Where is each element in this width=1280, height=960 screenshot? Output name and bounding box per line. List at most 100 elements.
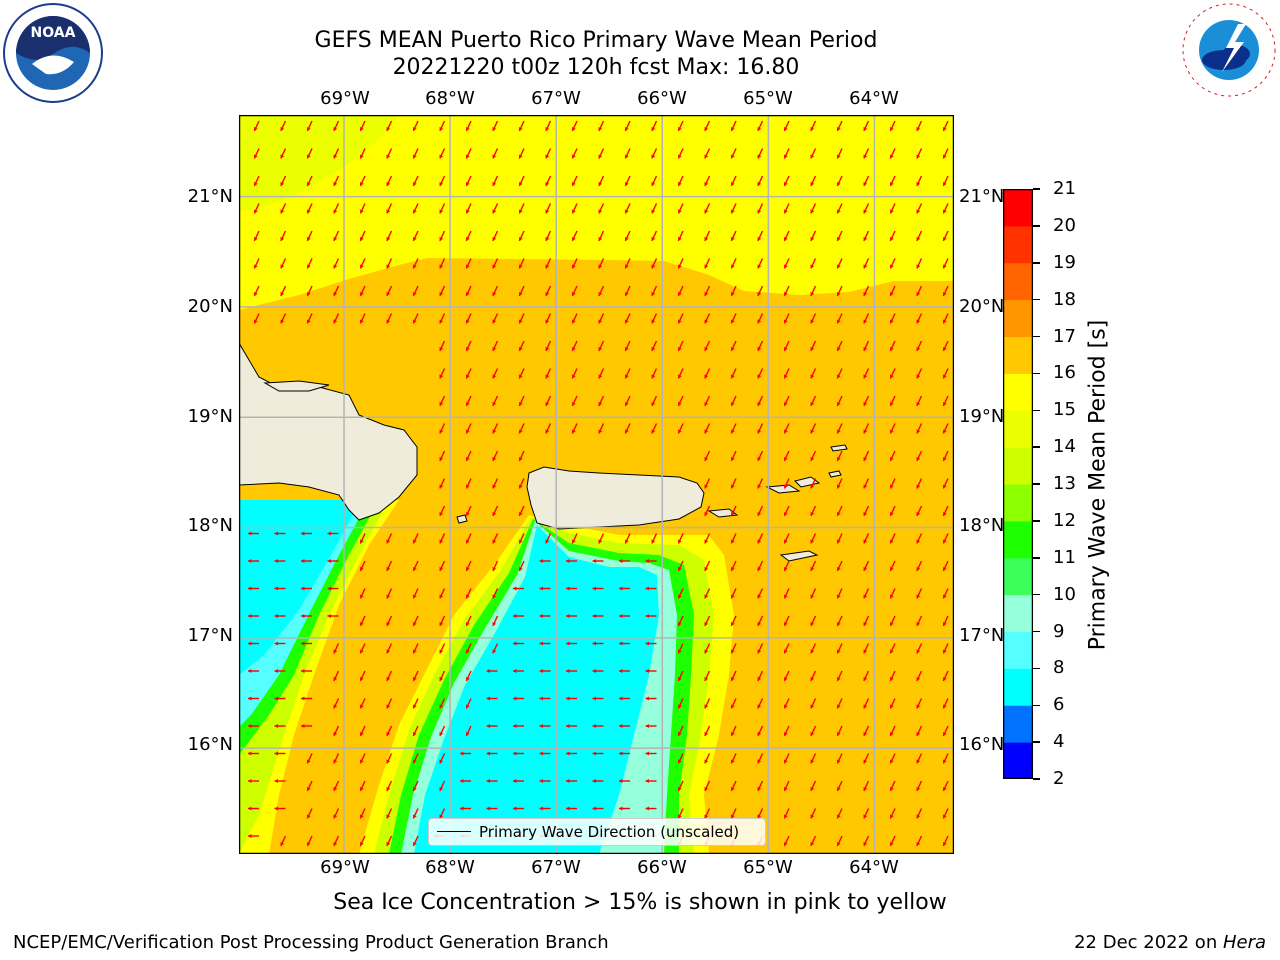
colorbar-segment	[1003, 484, 1033, 522]
wave-arrow	[810, 615, 817, 627]
wave-arrow	[757, 780, 764, 792]
wave-arrow	[677, 148, 684, 159]
wave-arrow	[677, 753, 684, 764]
wave-arrow	[624, 313, 631, 324]
wave-arrow	[518, 423, 525, 434]
wave-arrow	[863, 808, 870, 819]
lat-label-left: 17°N	[187, 625, 233, 646]
wave-arrow	[645, 751, 657, 756]
wave-arrow	[333, 258, 340, 269]
wave-arrow	[704, 230, 711, 242]
wave-arrow	[619, 806, 630, 811]
colorbar-tick-mark	[1033, 667, 1040, 670]
wave-arrow	[863, 478, 870, 489]
wave-arrow	[757, 175, 764, 187]
wave-arrow	[492, 120, 499, 132]
wave-arrow	[439, 340, 446, 352]
wave-arrow	[545, 148, 552, 159]
wave-arrow	[810, 285, 817, 297]
wave-arrow	[439, 423, 446, 434]
wave-arrow	[439, 285, 446, 297]
wave-arrow	[248, 833, 259, 839]
wave-arrow	[274, 586, 286, 591]
wave-arrow	[757, 670, 764, 682]
wave-arrow	[651, 120, 658, 132]
lon-label-bottom: 64°W	[849, 857, 899, 878]
wave-arrow	[810, 808, 817, 819]
legend-line-swatch	[437, 831, 471, 832]
lon-label-top: 65°W	[743, 88, 793, 109]
wave-arrow	[492, 423, 499, 434]
wave-arrow	[571, 285, 578, 297]
wave-arrow	[492, 175, 499, 187]
wave-arrow	[889, 808, 896, 819]
wave-arrow	[757, 285, 764, 297]
wave-arrow	[836, 478, 843, 489]
colorbar-tick-label: 9	[1053, 620, 1065, 642]
wave-arrow	[465, 698, 472, 709]
wave-arrow	[624, 423, 631, 434]
wave-arrow	[942, 230, 949, 242]
colorbar-tick-label: 8	[1053, 657, 1065, 679]
wave-arrow	[677, 615, 684, 627]
wave-arrow	[386, 588, 393, 599]
wave-arrow	[306, 313, 313, 324]
wave-arrow	[518, 175, 525, 187]
wave-arrow	[704, 698, 711, 709]
lat-label-left: 19°N	[187, 406, 233, 427]
wave-arrow	[624, 148, 631, 159]
wave-arrow	[916, 670, 923, 682]
wave-arrow	[730, 643, 737, 654]
footer-date-text: 22 Dec 2022 on	[1074, 932, 1223, 953]
lat-label-left: 21°N	[187, 186, 233, 207]
wave-arrow	[274, 668, 286, 674]
wave-arrow	[677, 725, 684, 737]
virgin-islands-3	[828, 470, 842, 478]
wave-arrow	[386, 643, 393, 654]
wave-arrow	[518, 313, 525, 324]
wave-arrow	[333, 780, 340, 792]
wave-arrow	[757, 505, 764, 517]
wave-arrow	[704, 780, 711, 792]
wave-arrow	[677, 670, 684, 682]
wave-arrow	[836, 505, 843, 517]
colorbar-tick-label: 18	[1053, 288, 1076, 310]
colorbar-tick-mark	[1033, 483, 1040, 485]
wave-arrow	[730, 780, 737, 792]
wave-arrow	[280, 120, 287, 132]
wave-arrow	[386, 120, 393, 132]
wave-arrow	[545, 120, 552, 132]
wave-arrow	[730, 175, 737, 187]
wave-arrow	[592, 806, 604, 811]
colorbar-tick-mark	[1033, 778, 1040, 780]
wave-arrow	[571, 340, 578, 352]
wave-arrow	[359, 698, 366, 709]
wave-arrow	[327, 531, 339, 536]
wave-arrow	[889, 148, 896, 159]
wave-arrow	[916, 698, 923, 709]
wave-arrow	[863, 423, 870, 434]
wave-arrow	[889, 230, 896, 242]
wave-arrow	[651, 368, 658, 379]
wave-arrow	[942, 533, 949, 544]
wave-arrow	[439, 615, 446, 627]
wave-arrow	[863, 835, 870, 847]
wave-arrow	[566, 586, 577, 591]
wave-arrow	[916, 285, 923, 297]
wave-arrow	[518, 505, 525, 517]
wave-arrow	[783, 258, 790, 269]
wave-arrow	[518, 395, 525, 407]
colorbar	[1003, 189, 1033, 779]
wave-arrow	[386, 203, 393, 214]
wave-arrow	[916, 643, 923, 654]
wave-arrow	[677, 808, 684, 819]
wave-arrow	[439, 478, 446, 489]
colorbar-tick-label: 20	[1053, 214, 1076, 236]
wave-arrow	[566, 696, 577, 701]
wave-arrow	[386, 533, 393, 544]
wave-arrow	[704, 368, 711, 379]
wave-arrow	[280, 258, 287, 269]
wave-arrow	[889, 395, 896, 407]
wave-arrow	[942, 313, 949, 324]
wave-arrow	[386, 313, 393, 324]
